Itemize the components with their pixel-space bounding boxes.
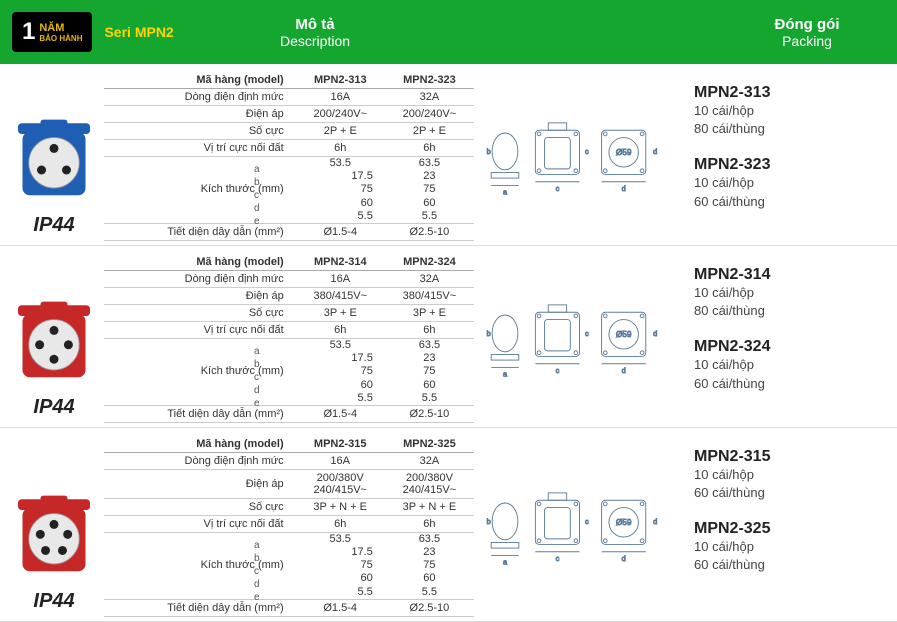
svg-text:Ø59: Ø59 [616,149,632,158]
svg-text:d: d [653,330,657,339]
product-image-col: IP44 [4,254,104,423]
svg-text:b: b [487,148,491,157]
product-section: IP44 Mã hàng (model)MPN2-315MPN2-325 Dòn… [0,428,897,622]
svg-text:c: c [556,184,560,193]
svg-text:c: c [585,330,589,339]
svg-text:a: a [503,188,508,197]
spec-table: Mã hàng (model)MPN2-314MPN2-324 Dòng điệ… [104,254,474,423]
packing-line: 60 cái/thùng [694,375,885,393]
packing-line: 80 cái/thùng [694,302,885,320]
packing-line: 10 cái/hộp [694,174,885,192]
packing-line: 60 cái/thùng [694,556,885,574]
packing-model: MPN2-313 [694,84,885,102]
series-label: Seri MPN2 [104,24,173,40]
svg-text:Ø59: Ø59 [616,330,632,339]
header-description: Mô tả Description [240,16,390,49]
svg-text:c: c [556,554,560,563]
warranty-sub: BẢO HÀNH [39,34,82,43]
packing-block: MPN2-314 10 cái/hộp 80 cái/thùng [694,266,885,320]
packing-model: MPN2-325 [694,520,885,538]
svg-text:c: c [556,366,560,375]
technical-diagram: a b c c Ø59 d d [474,72,674,241]
technical-diagram: a b c c Ø59 d d [474,254,674,423]
svg-text:d: d [622,366,626,375]
header-packing: Đóng gói Packing [747,16,867,49]
spec-table: Mã hàng (model)MPN2-313MPN2-323 Dòng điệ… [104,72,474,241]
packing-model: MPN2-314 [694,266,885,284]
packing-block: MPN2-315 10 cái/hộp 60 cái/thùng [694,448,885,502]
packing-line: 80 cái/thùng [694,120,885,138]
ip-rating: IP44 [33,396,74,419]
packing-line: 10 cái/hộp [694,102,885,120]
packing-line: 10 cái/hộp [694,356,885,374]
packing-block: MPN2-313 10 cái/hộp 80 cái/thùng [694,84,885,138]
product-section: IP44 Mã hàng (model)MPN2-314MPN2-324 Dòn… [0,246,897,428]
packing-line: 10 cái/hộp [694,538,885,556]
packing-line: 10 cái/hộp [694,466,885,484]
packing-col: MPN2-314 10 cái/hộp 80 cái/thùng MPN2-32… [674,254,893,423]
warranty-badge: 1 NĂM BẢO HÀNH [12,12,92,52]
packing-model: MPN2-324 [694,338,885,356]
packing-col: MPN2-315 10 cái/hộp 60 cái/thùng MPN2-32… [674,436,893,617]
packing-model: MPN2-323 [694,156,885,174]
svg-text:a: a [503,558,508,567]
svg-text:b: b [487,330,491,339]
warranty-text: NĂM [39,22,82,34]
svg-text:d: d [622,184,626,193]
product-image-col: IP44 [4,72,104,241]
packing-block: MPN2-325 10 cái/hộp 60 cái/thùng [694,520,885,574]
svg-text:c: c [585,518,589,527]
technical-diagram: a b c c Ø59 d d [474,436,674,617]
header-bar: 1 NĂM BẢO HÀNH Seri MPN2 Mô tả Descripti… [0,0,897,64]
svg-text:d: d [653,518,657,527]
packing-line: 60 cái/thùng [694,193,885,211]
svg-text:a: a [503,370,508,379]
svg-text:d: d [622,554,626,563]
packing-model: MPN2-315 [694,448,885,466]
packing-block: MPN2-323 10 cái/hộp 60 cái/thùng [694,156,885,210]
product-section: IP44 Mã hàng (model)MPN2-313MPN2-323 Dòn… [0,64,897,246]
packing-col: MPN2-313 10 cái/hộp 80 cái/thùng MPN2-32… [674,72,893,241]
warranty-number: 1 [22,18,35,46]
packing-block: MPN2-324 10 cái/hộp 60 cái/thùng [694,338,885,392]
ip-rating: IP44 [33,590,74,613]
svg-text:b: b [487,518,491,527]
packing-line: 60 cái/thùng [694,484,885,502]
ip-rating: IP44 [33,214,74,237]
svg-text:c: c [585,148,589,157]
spec-table: Mã hàng (model)MPN2-315MPN2-325 Dòng điệ… [104,436,474,617]
packing-line: 10 cái/hộp [694,284,885,302]
svg-text:d: d [653,148,657,157]
svg-text:Ø59: Ø59 [616,518,632,527]
product-image-col: IP44 [4,436,104,617]
